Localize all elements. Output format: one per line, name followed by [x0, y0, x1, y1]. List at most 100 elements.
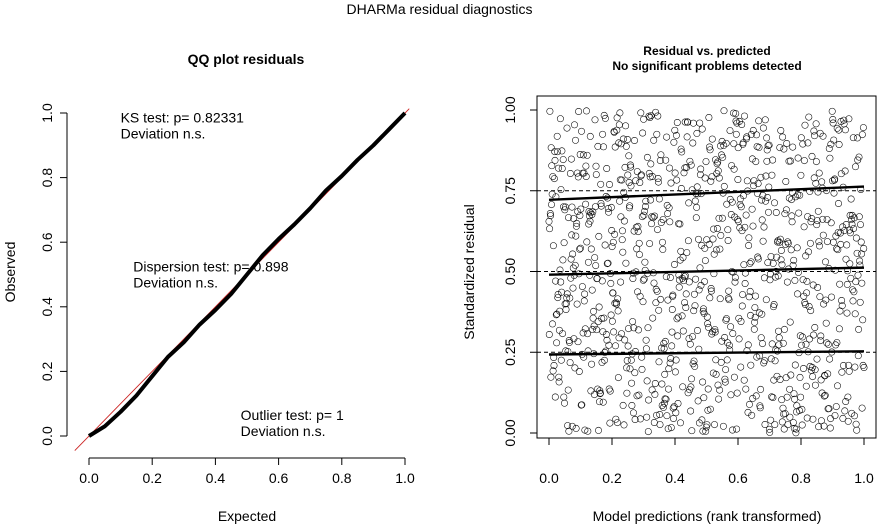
rvp-point [747, 130, 755, 138]
rvp-point [802, 340, 810, 348]
rvp-point [582, 200, 590, 208]
rvp-point [554, 148, 561, 156]
rvp-point [748, 411, 756, 419]
rvp-point [800, 365, 807, 372]
rvp-point [749, 222, 757, 230]
rvp-point [798, 421, 806, 429]
rvp-point [609, 289, 617, 297]
rvp-point [690, 290, 698, 298]
rvp-point [590, 322, 598, 330]
rvp-point [727, 391, 735, 399]
rvp-point [623, 357, 631, 364]
rvp-point [792, 425, 800, 433]
rvp-point [844, 393, 852, 401]
rvp-point [567, 255, 575, 263]
rvp-point [716, 386, 724, 394]
rvp-point [850, 288, 858, 296]
rvp-point [760, 223, 768, 231]
rvp-x-ticks: 0.0 0.2 0.4 0.6 0.8 1.0 [539, 438, 874, 486]
rvp-point [796, 332, 804, 340]
rvp-point [553, 339, 561, 347]
rvp-point [715, 395, 723, 403]
rvp-point [596, 389, 604, 397]
rvp-point [653, 130, 661, 138]
rvp-point [568, 231, 576, 239]
rvp-point [855, 153, 863, 161]
rvp-point [828, 107, 836, 115]
rvp-point [732, 130, 740, 138]
rvp-point [784, 239, 792, 247]
rvp-point [623, 364, 631, 372]
rvp-point [774, 272, 782, 280]
rvp-point [707, 177, 715, 185]
rvp-point [766, 428, 774, 436]
qq-y-tick-label: 0.2 [39, 361, 55, 381]
rvp-point [690, 357, 698, 365]
rvp-point [858, 279, 866, 287]
rvp-point [839, 223, 847, 231]
rvp-point [827, 140, 835, 148]
rvp-point [808, 152, 816, 160]
rvp-point [547, 144, 555, 152]
rvp-point [695, 345, 703, 353]
rvp-point [558, 147, 566, 155]
rvp-point [780, 145, 788, 153]
rvp-point [679, 327, 687, 335]
rvp-point [819, 132, 827, 140]
rvp-point [668, 328, 676, 336]
rvp-point [835, 141, 843, 148]
rvp-point [591, 203, 599, 211]
rvp-point [835, 200, 842, 207]
rvp-point [628, 379, 636, 387]
rvp-point [834, 229, 842, 237]
rvp-quantile-fits [548, 185, 865, 356]
rvp-point [750, 325, 758, 333]
rvp-point [747, 361, 755, 369]
rvp-point [783, 393, 791, 401]
rvp-point [794, 154, 802, 162]
rvp-point [797, 134, 805, 142]
rvp-point [595, 232, 603, 240]
rvp-point [813, 217, 821, 225]
rvp-point [625, 179, 633, 186]
qq-residual-line [87, 111, 407, 438]
rvp-point [576, 245, 584, 253]
rvp-point [619, 227, 626, 235]
rvp-point [830, 189, 838, 197]
rvp-point [679, 383, 687, 391]
rvp-point [836, 280, 844, 288]
rvp-point [812, 120, 820, 128]
rvp-point [649, 314, 657, 322]
rvp-point [710, 250, 718, 258]
rvp-point [734, 216, 742, 224]
rvp-point [688, 375, 695, 383]
rvp-point [643, 377, 651, 385]
rvp-point [659, 238, 666, 246]
rvp-point [772, 209, 780, 216]
rvp-point [721, 334, 729, 341]
rvp-point [548, 162, 556, 170]
rvp-point [705, 114, 713, 121]
rvp-point [571, 261, 579, 269]
rvp-y-tick-label: 0.00 [502, 419, 518, 446]
rvp-y-tick-label: 0.50 [502, 258, 518, 285]
rvp-point [599, 130, 607, 138]
rvp-point [663, 133, 671, 141]
rvp-point [605, 208, 613, 216]
rvp-point [597, 180, 605, 188]
rvp-point [568, 422, 576, 430]
rvp-point [765, 141, 773, 149]
rvp-point [555, 164, 562, 172]
rvp-point [611, 143, 619, 151]
rvp-point [753, 131, 760, 139]
rvp-point [759, 124, 767, 132]
rvp-point [846, 211, 854, 219]
rvp-point [684, 237, 692, 245]
rvp-point [685, 278, 693, 286]
rvp-point [722, 366, 730, 374]
rvp-point [751, 313, 759, 321]
qq-x-ticks: 0.0 0.2 0.4 0.6 0.8 1.0 [79, 458, 415, 486]
rvp-point [587, 245, 595, 253]
rvp-point [833, 245, 841, 253]
rvp-quantile-fit-line [548, 350, 865, 356]
